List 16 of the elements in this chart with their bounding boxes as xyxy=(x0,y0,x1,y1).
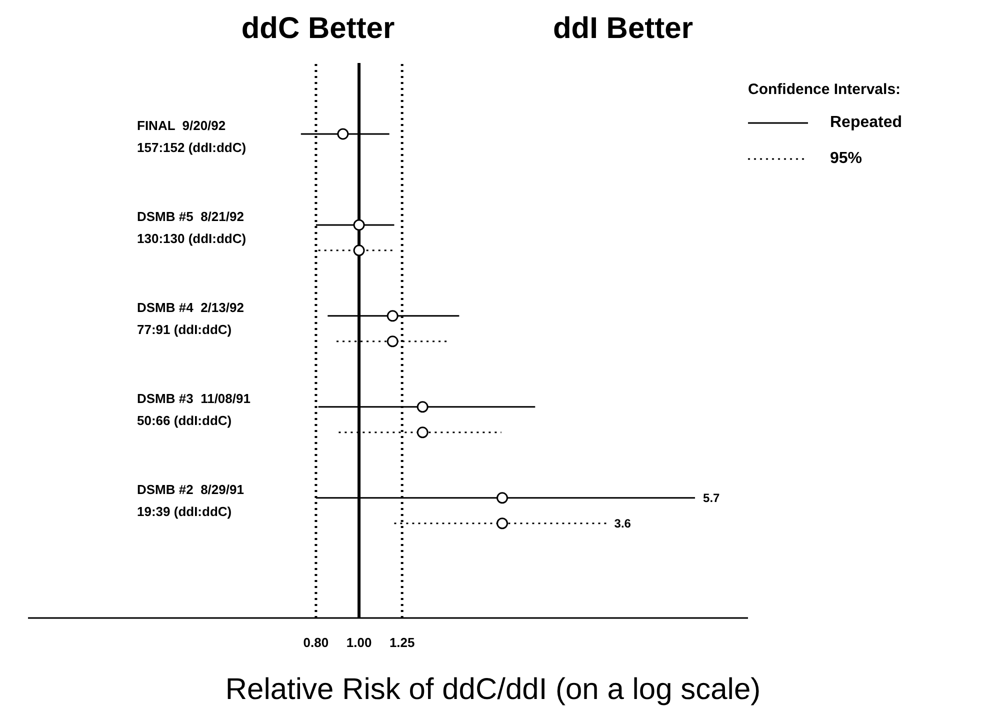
y-tick-label: DSMB #3 11/08/91 50:66 (ddI:ddC) xyxy=(137,390,250,428)
annotation: 3.6 xyxy=(614,516,632,531)
text: ddC Better xyxy=(240,12,396,46)
legend-title: Confidence Intervals: xyxy=(748,81,902,98)
annotation: 5.7 xyxy=(703,491,720,506)
x-axis-title: Relative Risk of ddC/ddI (on a log scale) xyxy=(224,673,762,707)
y-tick-label: FINAL 9/20/92 157:152 (ddI:ddC) xyxy=(137,118,246,155)
x-tick-label: 0.80 xyxy=(303,635,329,650)
x-tick-label: 1.25 xyxy=(389,635,415,650)
x-tick-label: 1.00 xyxy=(346,635,372,650)
text: ddI Better xyxy=(552,12,694,46)
y-tick-label: DSMB #2 8/29/91 19:39 (ddI:ddC) xyxy=(137,482,244,519)
y-tick-label: DSMB #5 8/21/92 130:130 (ddI:ddC) xyxy=(137,208,246,246)
y-tick-label: DSMB #4 2/13/92 77:91 (ddI:ddC) xyxy=(137,300,244,337)
legend-label: Repeated xyxy=(830,114,902,132)
legend-label: 95% xyxy=(830,150,862,168)
